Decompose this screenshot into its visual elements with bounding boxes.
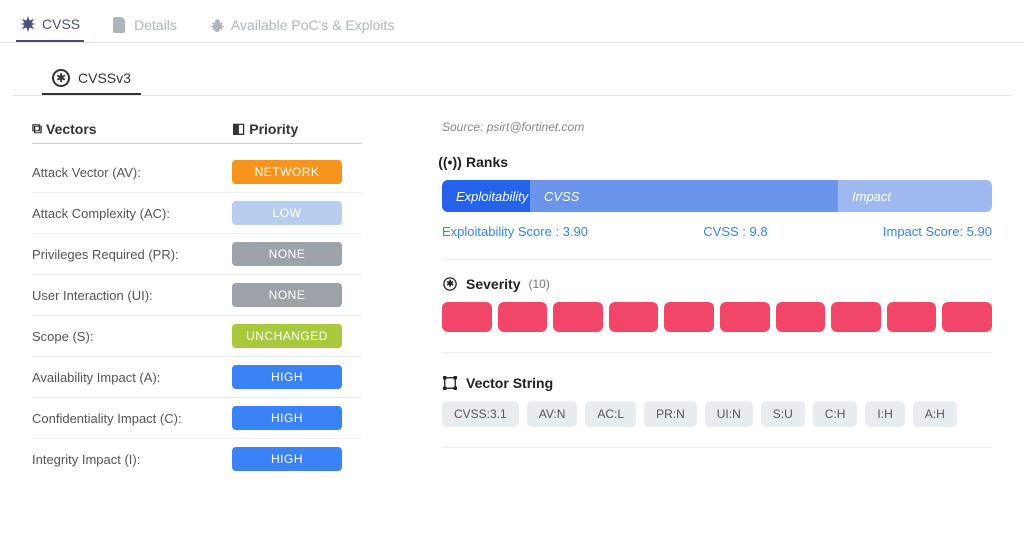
vector-chip: A:H — [913, 401, 957, 427]
vector-row: Confidentiality Impact (C):HIGH — [32, 398, 362, 439]
priority-header-label: Priority — [249, 121, 298, 137]
ranks-scores: Exploitability Score : 3.90 CVSS : 9.8 I… — [442, 224, 992, 260]
severity-title: ✱ Severity (10) — [442, 276, 992, 292]
priority-badge: NONE — [232, 283, 342, 307]
vector-row: Attack Complexity (AC):LOW — [32, 193, 362, 234]
vector-chip: S:U — [761, 401, 805, 427]
severity-block — [942, 302, 992, 332]
priority-badge: NONE — [232, 242, 342, 266]
vector-chip: AC:L — [585, 401, 636, 427]
severity-title-label: Severity — [466, 276, 520, 292]
vector-label: Privileges Required (PR): — [32, 247, 232, 262]
sub-tab-label: CVSSv3 — [78, 70, 131, 86]
sub-tabs: ✱ CVSSv3 — [12, 43, 1012, 96]
broadcast-icon: ((•)) — [442, 154, 458, 170]
document-icon — [112, 17, 128, 33]
vectors-rows: Attack Vector (AV):NETWORKAttack Complex… — [32, 152, 362, 479]
vector-chip: CVSS:3.1 — [442, 401, 519, 427]
tab-label: CVSS — [42, 16, 80, 32]
vector-row: Availability Impact (A):HIGH — [32, 357, 362, 398]
asterisk-circle-icon: ✱ — [442, 276, 458, 292]
priority-badge: HIGH — [232, 365, 342, 389]
tab-label: Available PoC's & Exploits — [231, 17, 395, 33]
content: ⧉ Vectors ◧ Priority Attack Vector (AV):… — [0, 96, 1024, 503]
square-nodes-icon — [442, 375, 458, 391]
tab-details[interactable]: Details — [108, 8, 181, 42]
severity-block — [831, 302, 881, 332]
vectors-header-label: Vectors — [46, 121, 97, 137]
severity-block — [553, 302, 603, 332]
ranks-bar: ExploitabilityCVSSImpact — [442, 180, 992, 212]
tab-exploits[interactable]: Available PoC's & Exploits — [205, 8, 399, 42]
vector-label: Confidentiality Impact (C): — [32, 411, 232, 426]
priority-badge: LOW — [232, 201, 342, 225]
severity-block — [776, 302, 826, 332]
vectors-header-row: ⧉ Vectors ◧ Priority — [32, 120, 362, 144]
vectors-header: ⧉ Vectors — [32, 120, 232, 137]
vector-label: Scope (S): — [32, 329, 232, 344]
vector-chip: I:H — [865, 401, 904, 427]
vector-row: Privileges Required (PR):NONE — [32, 234, 362, 275]
vector-chip: PR:N — [644, 401, 697, 427]
vector-label: Integrity Impact (I): — [32, 452, 232, 467]
ranks-title-label: Ranks — [466, 154, 508, 170]
exploitability-score: Exploitability Score : 3.90 — [442, 224, 588, 239]
vector-row: Scope (S):UNCHANGED — [32, 316, 362, 357]
svg-text:✱: ✱ — [446, 279, 454, 289]
vector-chip: UI:N — [705, 401, 753, 427]
vector-string-title: Vector String — [442, 375, 992, 391]
vector-label: Availability Impact (A): — [32, 370, 232, 385]
priority-header: ◧ Priority — [232, 120, 362, 137]
vector-row: User Interaction (UI):NONE — [32, 275, 362, 316]
main-tabs: CVSS Details Available PoC's & Exploits — [0, 0, 1024, 43]
severity-count: (10) — [528, 277, 549, 291]
severity-block — [609, 302, 659, 332]
ranks-title: ((•)) Ranks — [442, 154, 992, 170]
vector-row: Integrity Impact (I):HIGH — [32, 439, 362, 479]
severity-block — [664, 302, 714, 332]
details-panel: Source: psirt@fortinet.com ((•)) Ranks E… — [442, 120, 992, 479]
priority-icon: ◧ — [232, 120, 245, 137]
vector-label: Attack Vector (AV): — [32, 165, 232, 180]
source-text: Source: psirt@fortinet.com — [442, 120, 992, 134]
vectors-icon: ⧉ — [32, 120, 42, 137]
priority-badge: UNCHANGED — [232, 324, 342, 348]
severity-block — [720, 302, 770, 332]
tab-label: Details — [134, 17, 177, 33]
tab-cvssv3[interactable]: ✱ CVSSv3 — [42, 63, 141, 95]
vector-chip: C:H — [813, 401, 858, 427]
rank-segment: CVSS — [530, 180, 838, 212]
rank-segment: Impact — [838, 180, 992, 212]
vector-label: Attack Complexity (AC): — [32, 206, 232, 221]
tab-cvss[interactable]: CVSS — [16, 8, 84, 42]
severity-block — [498, 302, 548, 332]
severity-block — [442, 302, 492, 332]
cvss-score: CVSS : 9.8 — [703, 224, 767, 239]
vector-chip: AV:N — [527, 401, 578, 427]
vector-label: User Interaction (UI): — [32, 288, 232, 303]
priority-badge: NETWORK — [232, 160, 342, 184]
vectors-panel: ⧉ Vectors ◧ Priority Attack Vector (AV):… — [32, 120, 362, 479]
impact-score: Impact Score: 5.90 — [883, 224, 992, 239]
severity-blocks — [442, 302, 992, 353]
asterisk-icon — [20, 16, 36, 32]
severity-block — [887, 302, 937, 332]
rank-segment: Exploitability — [442, 180, 530, 212]
asterisk-circle-icon: ✱ — [52, 69, 70, 87]
vector-string-title-label: Vector String — [466, 375, 553, 391]
priority-badge: HIGH — [232, 406, 342, 430]
priority-badge: HIGH — [232, 447, 342, 471]
bug-icon — [209, 17, 225, 33]
vector-row: Attack Vector (AV):NETWORK — [32, 152, 362, 193]
vector-string-chips: CVSS:3.1 AV:N AC:L PR:N UI:N S:U C:H I:H A:H — [442, 401, 992, 448]
